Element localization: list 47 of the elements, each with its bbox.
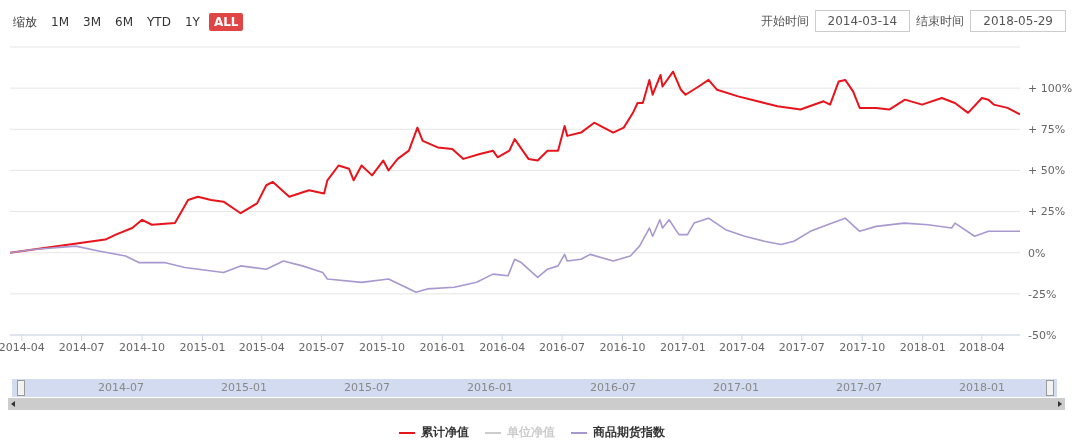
x-tick-label: 2016-04 bbox=[479, 340, 526, 354]
text: 2015-07 bbox=[344, 381, 390, 394]
x-tick-label: 2015-01 bbox=[179, 340, 226, 354]
text: 2015-01 bbox=[221, 381, 267, 394]
text: 3M bbox=[82, 14, 102, 31]
x-tick-label: 2016-01 bbox=[419, 340, 466, 354]
x-tick-label: 2018-01 bbox=[899, 340, 946, 354]
y-tick-label: + 100% bbox=[1028, 82, 1073, 96]
text: 2014-03-14 bbox=[814, 10, 911, 32]
text: ALL bbox=[208, 13, 244, 31]
line-series bbox=[10, 217, 1020, 294]
x-tick-label: 2017-01 bbox=[659, 340, 706, 354]
text: 6M bbox=[114, 14, 134, 31]
text: 2017-07 bbox=[836, 381, 882, 394]
y-tick-label: + 75% bbox=[1028, 123, 1066, 137]
text: 1M bbox=[50, 14, 70, 31]
x-tick-label: 2015-07 bbox=[298, 340, 345, 354]
text: 2014-07 bbox=[98, 381, 144, 394]
y-tick-label: -25% bbox=[1028, 287, 1057, 301]
text: 2018-01 bbox=[959, 381, 1005, 394]
text: 2016-01 bbox=[467, 381, 513, 394]
x-tick-label: 2014-10 bbox=[119, 340, 166, 354]
line-series bbox=[10, 70, 1020, 254]
x-tick-label: 2017-10 bbox=[839, 340, 886, 354]
text: 2018-05-29 bbox=[970, 10, 1066, 32]
x-tick-label: 2017-07 bbox=[778, 340, 825, 354]
x-tick-label: 2014-04 bbox=[0, 340, 45, 354]
text: 开始时间 bbox=[760, 14, 809, 28]
x-tick-label: 2015-10 bbox=[358, 340, 405, 354]
x-tick-label: 2017-04 bbox=[719, 340, 766, 354]
x-tick-label: 2016-07 bbox=[539, 340, 585, 354]
x-tick-label: 2015-04 bbox=[238, 340, 285, 354]
x-tick-label: 2016-10 bbox=[599, 340, 646, 354]
text: 2017-01 bbox=[713, 381, 759, 394]
y-tick-label: + 25% bbox=[1028, 205, 1066, 219]
text: 1Y bbox=[183, 14, 201, 31]
y-tick-label: -50% bbox=[1028, 328, 1057, 342]
y-tick-label: + 50% bbox=[1028, 164, 1066, 178]
text: 2016-07 bbox=[590, 381, 636, 394]
y-tick-label: 0% bbox=[1028, 246, 1046, 260]
x-tick-label: 2014-07 bbox=[58, 340, 105, 354]
x-tick-label: 2018-04 bbox=[958, 340, 1005, 354]
text: 缩放 bbox=[12, 14, 38, 31]
legend-label: 累计净值 bbox=[420, 425, 469, 439]
text: 结束时间 bbox=[916, 14, 965, 28]
legend-label: 商品期货指数 bbox=[592, 425, 665, 439]
text: YTD bbox=[146, 14, 172, 31]
